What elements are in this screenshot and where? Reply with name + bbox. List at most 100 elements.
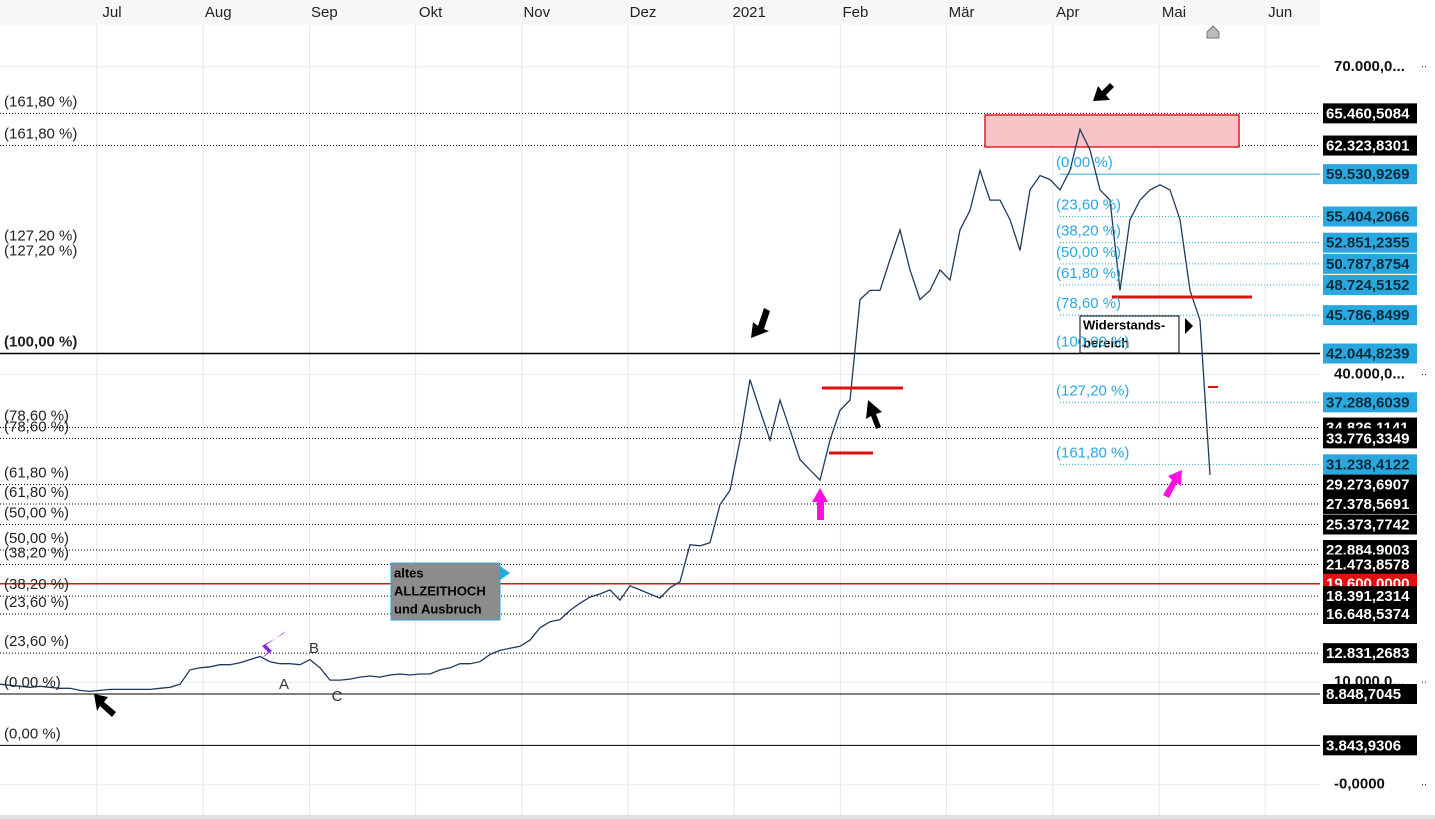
- level-label: 21.473,8578: [1326, 556, 1409, 573]
- fib-label: (161,80 %): [1056, 444, 1129, 461]
- x-tick-label: Dez: [630, 4, 657, 21]
- wave-label: A: [279, 676, 289, 693]
- price-line: [0, 127, 1211, 693]
- fib-label: (38,20 %): [1056, 223, 1121, 240]
- fib-label: (50,00 %): [4, 504, 69, 521]
- level-label: 37.288,6039: [1326, 394, 1409, 411]
- level-label: 27.378,5691: [1326, 496, 1409, 513]
- note-text: Widerstands-: [1083, 317, 1165, 332]
- level-box: [1323, 586, 1417, 607]
- level-label: 55.404,2066: [1326, 208, 1409, 225]
- level-box: [1323, 103, 1417, 124]
- x-tick-label: Mär: [949, 4, 975, 21]
- black-arrows: [94, 83, 1193, 717]
- level-box: [1323, 135, 1417, 156]
- level-box: [1323, 305, 1417, 326]
- magenta-arrows: [812, 470, 1182, 520]
- level-label: 45.786,8499: [1326, 307, 1409, 324]
- level-label: 16.648,5374: [1326, 606, 1410, 623]
- note-pointer: [500, 566, 510, 580]
- fib-label: (50,00 %): [4, 530, 69, 547]
- x-tick-label: Apr: [1056, 4, 1079, 21]
- note-text: ALLZEITHOCH: [394, 583, 486, 598]
- fib-label: (38,20 %): [4, 576, 69, 593]
- fib-label: (78,60 %): [4, 408, 69, 425]
- x-tick-label: Feb: [842, 4, 868, 21]
- level-label: 18.391,2314: [1326, 588, 1410, 605]
- level-box: [1323, 493, 1417, 514]
- fib-label: (0,00 %): [4, 725, 61, 742]
- level-box: [1323, 454, 1417, 475]
- note-box: [390, 562, 501, 621]
- level-box: [1323, 643, 1417, 664]
- fib-label: (0,00 %): [1056, 154, 1113, 171]
- fib-label: (127,20 %): [4, 243, 77, 260]
- level-box: [1323, 474, 1417, 495]
- x-tick-label: Aug: [205, 4, 232, 21]
- note-text: altes: [394, 565, 424, 580]
- level-box: [1323, 232, 1417, 253]
- wave-label: B: [309, 640, 319, 657]
- fib-label: (23,60 %): [4, 633, 69, 650]
- level-box: [1323, 206, 1417, 227]
- level-label: 29.273,6907: [1326, 476, 1409, 493]
- level-label: 52.851,2355: [1326, 235, 1409, 252]
- x-tick-label: Jun: [1268, 4, 1292, 21]
- fib-label: (0,00 %): [4, 674, 61, 691]
- level-box: [1323, 735, 1417, 756]
- level-label: 62.323,8301: [1326, 138, 1409, 155]
- level-label: 50.787,8754: [1326, 256, 1410, 273]
- level-label: 42.044,8239: [1326, 345, 1409, 362]
- level-label: 33.776,3349: [1326, 430, 1409, 447]
- level-box: [1323, 603, 1417, 624]
- fib-label: (61,80 %): [1056, 265, 1121, 282]
- fib-label: (161,80 %): [4, 93, 77, 110]
- level-box: [1323, 275, 1417, 296]
- level-label: 31.238,4122: [1326, 456, 1409, 473]
- scroll-marker: [1206, 25, 1220, 39]
- x-tick-label: 2021: [733, 4, 766, 21]
- level-label: 65.460,5084: [1326, 105, 1410, 122]
- fib-label: (127,20 %): [1056, 382, 1129, 399]
- y-tick-label: 70.000,0...: [1334, 58, 1405, 75]
- level-label: 25.373,7742: [1326, 516, 1409, 533]
- fib-label: (127,20 %): [4, 227, 77, 244]
- level-label: 48.724,5152: [1326, 277, 1409, 294]
- fib-label: (61,80 %): [4, 484, 69, 501]
- x-tick-label: Okt: [419, 4, 443, 21]
- note-box: [1079, 315, 1180, 354]
- fib-label: (161,80 %): [4, 126, 77, 143]
- fib-label: (23,60 %): [1056, 196, 1121, 213]
- level-box: [1323, 164, 1417, 185]
- level-label: 59.530,9269: [1326, 166, 1409, 183]
- x-tick-label: Nov: [523, 4, 550, 21]
- bottom-bar: [0, 815, 1435, 819]
- red-markers: [822, 295, 1252, 455]
- level-label: 3.843,9306: [1326, 737, 1401, 754]
- level-box: [1323, 683, 1417, 704]
- fib-label: (100,00 %): [1056, 333, 1129, 350]
- note-text: und Ausbruch: [394, 601, 482, 616]
- fib-label: (78,60 %): [4, 418, 69, 435]
- level-label: 12.831,2683: [1326, 645, 1409, 662]
- fib-label: (23,60 %): [4, 594, 69, 611]
- fib-label: (78,60 %): [1056, 295, 1121, 312]
- y-tick-label: -0,0000: [1334, 776, 1385, 793]
- level-box: [1323, 514, 1417, 535]
- level-box: [1323, 253, 1417, 274]
- level-label: 8.848,7045: [1326, 686, 1401, 703]
- level-box: [1323, 554, 1417, 575]
- fib-label: (38,20 %): [4, 544, 69, 561]
- x-tick-label: Sep: [311, 4, 338, 21]
- wave-label: C: [332, 688, 343, 705]
- time-bar: [0, 0, 1320, 25]
- purple-arrow: [262, 631, 286, 658]
- fib-label: (100,00 %): [4, 333, 77, 350]
- x-tick-label: Mai: [1162, 4, 1186, 21]
- resistance-zone: [984, 114, 1240, 148]
- fib-label: (61,80 %): [4, 464, 69, 481]
- fib-label: (50,00 %): [1056, 244, 1121, 261]
- level-box: [1323, 392, 1417, 413]
